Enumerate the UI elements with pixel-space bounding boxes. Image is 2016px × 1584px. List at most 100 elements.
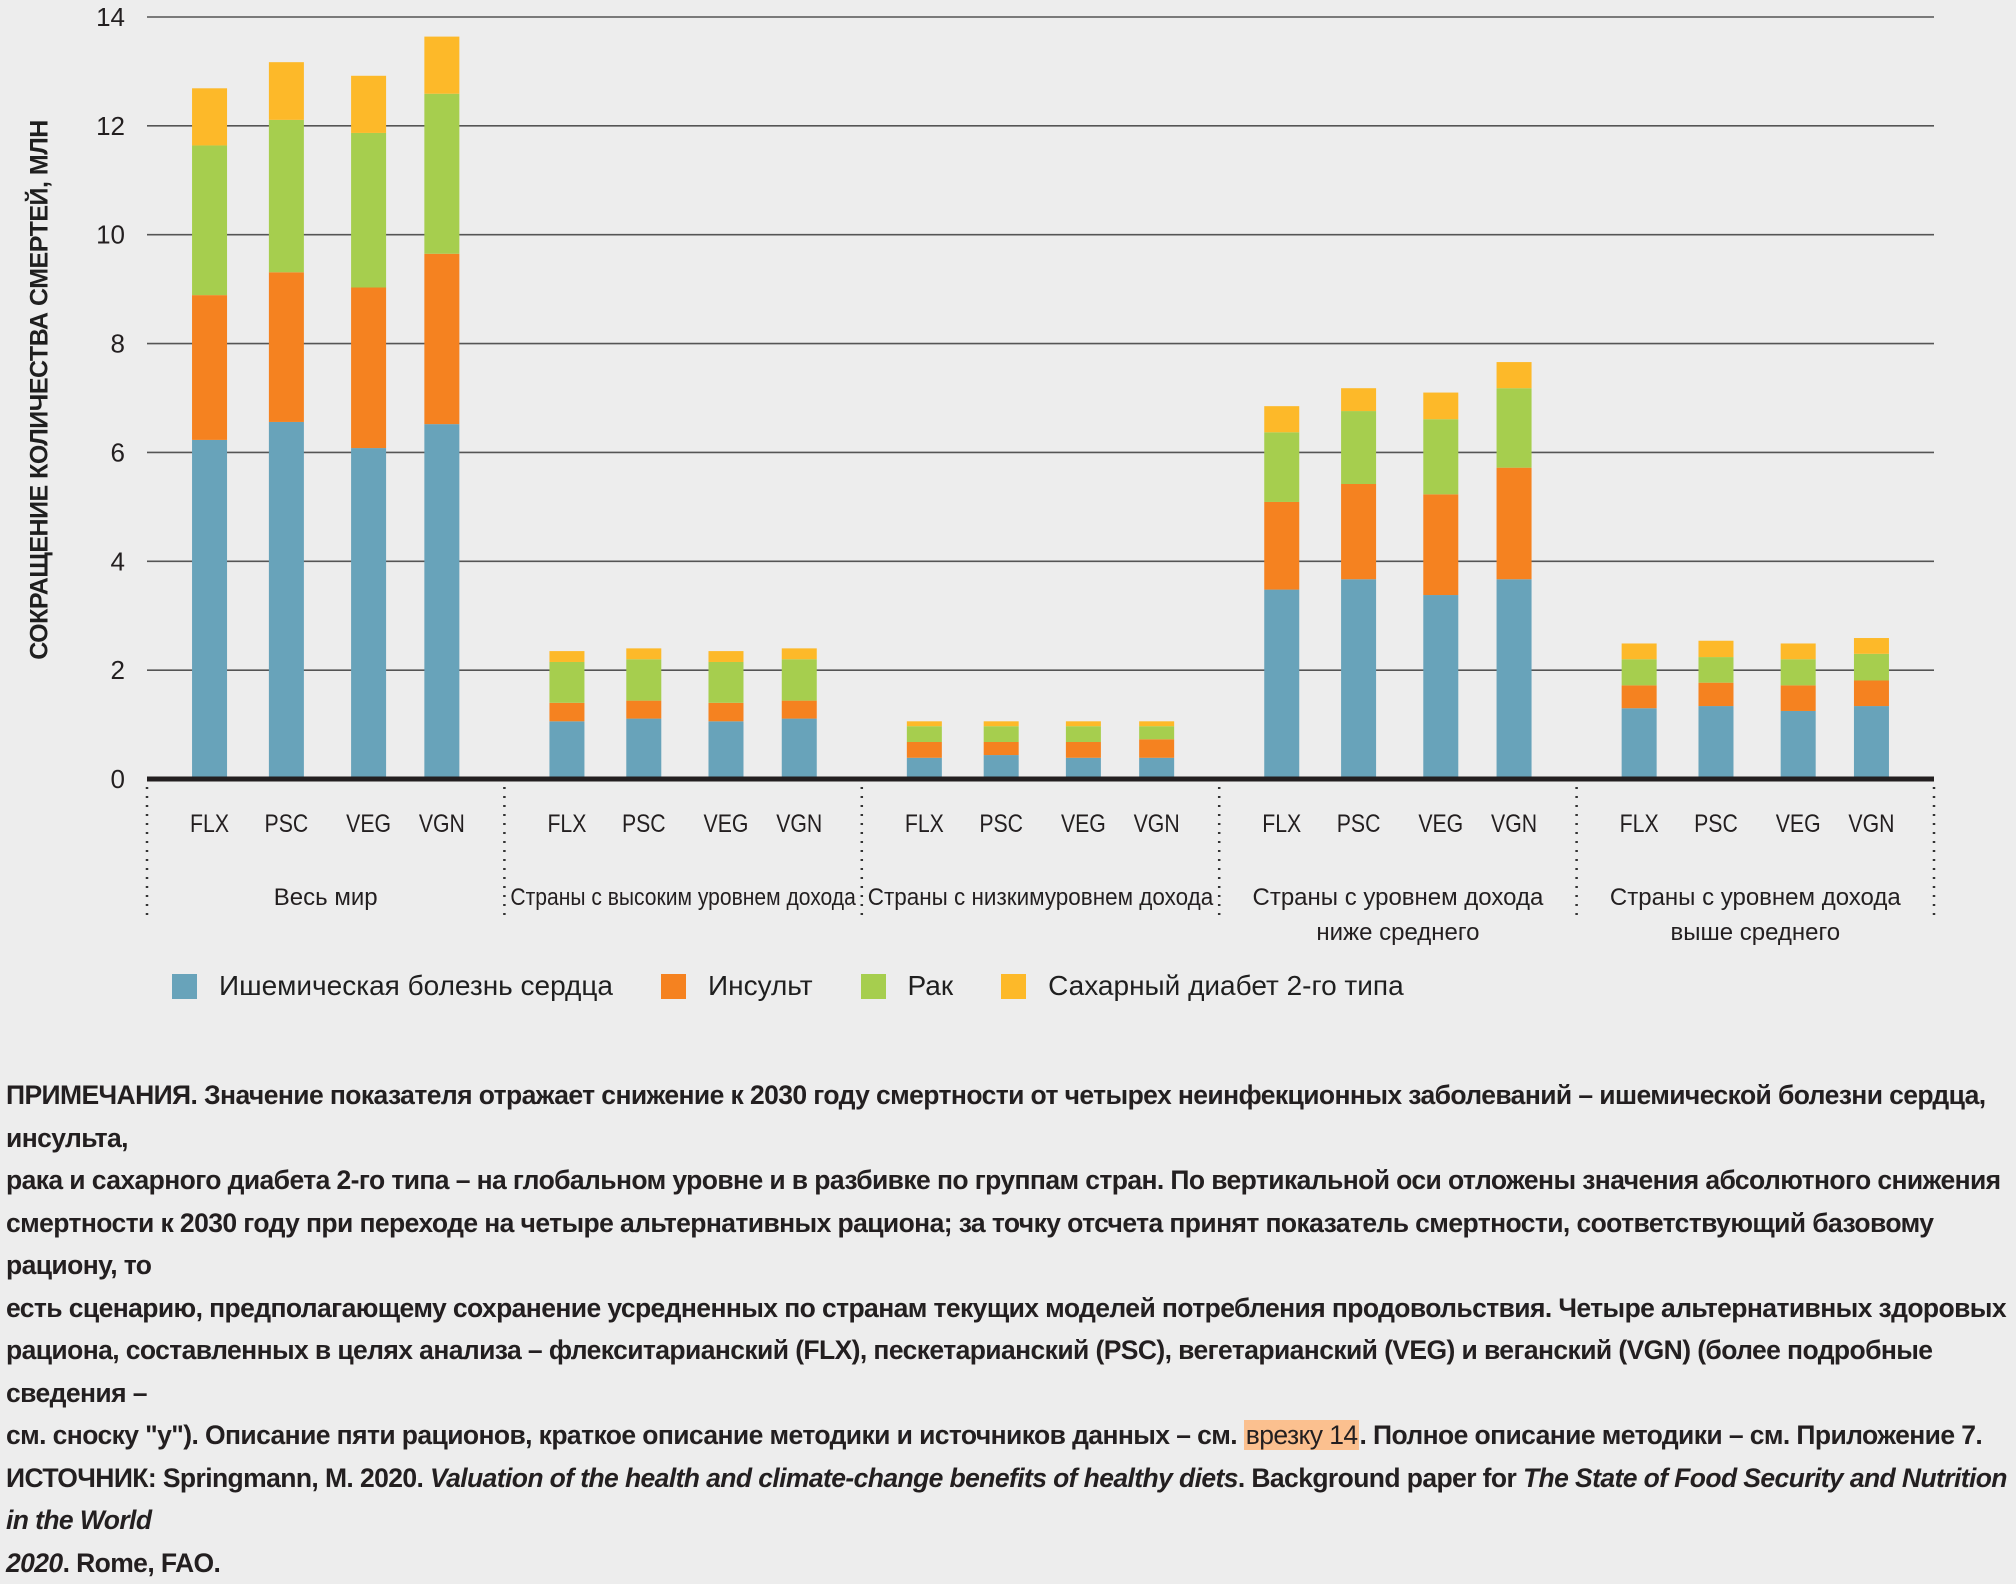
bar-segment (1622, 708, 1657, 779)
bar-segment (1066, 726, 1101, 742)
source-text: . Background paper for (1238, 1463, 1523, 1493)
bar-segment (1781, 643, 1816, 659)
x-tick-label: FLX (905, 809, 944, 837)
bar-segment (424, 94, 459, 254)
legend-swatch (172, 974, 197, 999)
x-tick-label: FLX (547, 809, 586, 837)
bar-segment (1854, 638, 1889, 654)
bar-segment (1341, 484, 1376, 579)
bar-segment (782, 659, 817, 700)
bar-segment (1854, 680, 1889, 706)
x-tick-label: VGN (1848, 809, 1894, 837)
bar-segment (1423, 419, 1458, 494)
source-label: ИСТОЧНИК: Springmann, M. 2020. (6, 1463, 430, 1493)
box-14-link[interactable]: врезку 14 (1244, 1420, 1360, 1450)
group-label: Страны с высоким уровнем дохода (510, 884, 856, 911)
x-tick-label: VEG (346, 809, 391, 837)
bar-segment (782, 719, 817, 779)
group-label: Страны с уровнем дохода (1610, 884, 1901, 911)
bar-segment (192, 145, 227, 295)
bar-segment (424, 37, 459, 94)
bar-segment (1497, 468, 1532, 580)
bar-segment (351, 76, 386, 133)
legend-swatch (1001, 974, 1026, 999)
bar-segment (549, 662, 584, 703)
bar-segment (1622, 685, 1657, 708)
y-tick-label: 8 (111, 329, 125, 359)
source-year: 2020 (6, 1548, 63, 1578)
x-tick-label: VEG (1418, 809, 1463, 837)
bar-segment (1781, 659, 1816, 685)
bar-segment (1264, 502, 1299, 590)
bar-segment (424, 254, 459, 424)
y-tick-label: 0 (111, 764, 125, 794)
bar-segment (1854, 654, 1889, 681)
bar-segment (1423, 494, 1458, 595)
x-tick-label: FLX (190, 809, 229, 837)
bar-segment (269, 62, 304, 120)
bar-segment (626, 719, 661, 779)
legend-label: Рак (908, 970, 954, 1002)
bar-segment (1423, 595, 1458, 779)
x-tick-label: FLX (1620, 809, 1659, 837)
bar-segment (626, 701, 661, 719)
bar-segment (907, 758, 942, 779)
x-tick-label: PSC (979, 809, 1023, 837)
x-tick-label: PSC (1337, 809, 1381, 837)
bar-segment (549, 703, 584, 722)
bar-segment (351, 448, 386, 779)
x-tick-label: VGN (1134, 809, 1180, 837)
bar-segment (1264, 432, 1299, 502)
notes-line: см. сноску "y"). Описание пяти рационов,… (6, 1414, 2014, 1457)
bar-segment (1497, 388, 1532, 467)
source-end: . Rome, FAO. (63, 1548, 221, 1578)
bar-segment (351, 288, 386, 449)
notes-text: . Полное описание методики – см. Приложе… (1359, 1420, 1982, 1450)
x-tick-label: VEG (1061, 809, 1106, 837)
bar-segment (351, 133, 386, 288)
bar-segment (549, 651, 584, 662)
notes-text: см. сноску "y"). Описание пяти рационов,… (6, 1420, 1244, 1450)
bar-segment (1698, 706, 1733, 779)
y-tick-label: 12 (96, 111, 125, 141)
group-label: Весь мир (274, 884, 378, 911)
legend-item: Инсульт (661, 970, 813, 1002)
bar-segment (1341, 388, 1376, 411)
bar-segment (1264, 590, 1299, 779)
notes: ПРИМЕЧАНИЯ. Значение показателя отражает… (6, 1074, 2014, 1584)
bar-segment (626, 659, 661, 700)
bar-segment (708, 651, 743, 662)
notes-line: ПРИМЕЧАНИЯ. Значение показателя отражает… (6, 1074, 2014, 1159)
bar-segment (1497, 362, 1532, 388)
bar-segment (708, 662, 743, 703)
bar-segment (1066, 758, 1101, 779)
bar-segment (984, 755, 1019, 779)
bar-segment (1622, 659, 1657, 685)
x-tick-label: PSC (622, 809, 666, 837)
bar-segment (192, 440, 227, 779)
bar-segment (626, 648, 661, 659)
legend-label: Сахарный диабет 2-го типа (1048, 970, 1404, 1002)
bar-segment (424, 424, 459, 779)
bar-segment (549, 721, 584, 779)
source-line: ИСТОЧНИК: Springmann, M. 2020. Valuation… (6, 1457, 2014, 1542)
notes-line: смертности к 2030 году при переходе на ч… (6, 1202, 2014, 1287)
gridlines (147, 17, 1934, 670)
notes-line: есть сценарию, предполагающему сохранени… (6, 1287, 2014, 1330)
bar-segment (1781, 711, 1816, 779)
bar-segment (1497, 579, 1532, 779)
bar-segment (1139, 758, 1174, 779)
bar-segment (1341, 411, 1376, 484)
group-label: ниже среднего (1316, 919, 1479, 946)
x-tick-label: VGN (1491, 809, 1537, 837)
bar-segment (1066, 721, 1101, 726)
notes-line: рациона, составленных в целях анализа – … (6, 1329, 2014, 1414)
bar-segment (1264, 406, 1299, 432)
bar-segment (269, 422, 304, 779)
x-tick-label: VGN (776, 809, 822, 837)
bar-segment (708, 721, 743, 779)
bars (192, 37, 1889, 779)
